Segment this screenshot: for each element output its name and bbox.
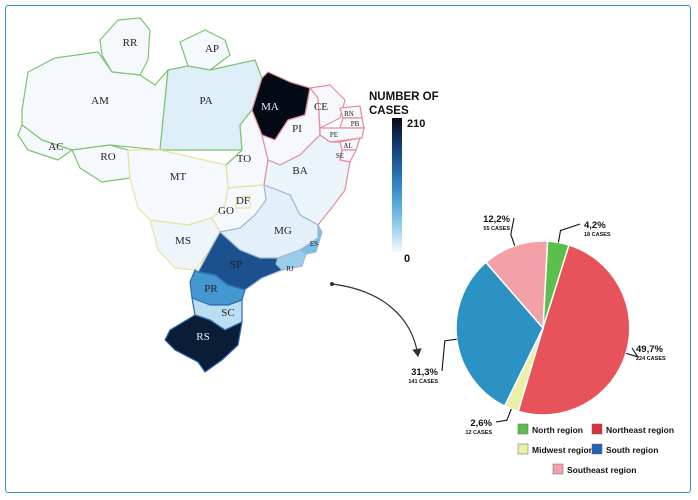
state-df (235, 195, 251, 209)
connector-dot (330, 282, 334, 286)
pie-percent-label: 4,2% (584, 220, 606, 231)
state-labels: RR AP AM PA MA AC RO TO MT PI CE RN PB P… (48, 37, 359, 343)
label-sc: SC (221, 307, 234, 319)
colorbar-title-line1: NUMBER OF (369, 91, 439, 103)
pie-slice-northeast-region (517, 244, 631, 416)
callout-line (557, 223, 581, 243)
label-ac: AC (48, 141, 63, 153)
label-rr: RR (123, 37, 138, 49)
legend-swatch (517, 443, 529, 455)
label-rj: RJ (286, 265, 294, 273)
label-ro: RO (100, 151, 115, 163)
label-pe: PE (330, 131, 338, 139)
figure-frame (5, 5, 691, 493)
pie-cases-label: 224 CASES (636, 356, 666, 362)
callout-line (626, 347, 639, 358)
callout-line (495, 408, 512, 423)
label-se: SE (336, 152, 344, 160)
pie-cases-label: 12 CASES (465, 430, 492, 436)
legend-swatch (591, 443, 603, 455)
callout-line (510, 217, 516, 246)
label-mg: MG (274, 225, 292, 237)
label-to: TO (237, 153, 252, 165)
label-pr: PR (204, 283, 218, 295)
pie-percent-label: 49,7% (636, 344, 663, 355)
legend-label: Northeast region (606, 425, 674, 435)
label-ma: MA (261, 101, 279, 113)
pie-cases-label: 55 CASES (483, 226, 510, 232)
legend-swatch (517, 423, 529, 435)
label-ms: MS (175, 235, 191, 247)
colorbar-min-label: 0 (404, 253, 410, 265)
legend-swatch (591, 423, 603, 435)
legend-label: Midwest region (532, 445, 594, 455)
label-es: ES (310, 240, 318, 248)
label-mt: MT (170, 171, 187, 183)
label-rn: RN (344, 110, 354, 118)
label-pa: PA (199, 95, 212, 107)
pie-chart (455, 240, 631, 416)
label-pi: PI (292, 123, 302, 135)
legend-label: South region (606, 445, 658, 455)
label-rs: RS (196, 331, 209, 343)
label-go: GO (218, 205, 234, 217)
pie-cases-label: 141 CASES (408, 379, 438, 385)
state-rr (99, 17, 151, 76)
pie-percent-label: 31,3% (411, 367, 438, 378)
brazil-map: RR AP AM PA MA AC RO TO MT PI CE RN PB P… (17, 17, 365, 373)
pie-percent-label: 12,2% (483, 214, 510, 225)
pie-slice-southeast-region (484, 240, 549, 330)
pie-cases-label: 18 CASES (584, 232, 611, 238)
connector-arrow (331, 283, 422, 358)
colorbar-title-line2: CASES (369, 105, 409, 117)
legend-label: North region (532, 425, 583, 435)
label-sp: SP (230, 259, 242, 271)
label-ap: AP (205, 43, 219, 55)
label-ce: CE (314, 101, 328, 113)
label-df: DF (236, 195, 250, 207)
callout-line (441, 338, 457, 372)
label-pb: PB (351, 120, 360, 128)
pie-callouts: 4,2%18 CASES 49,7%224 CASES 2,6%12 CASES 31… (408, 214, 666, 436)
pie-percent-label: 2,6% (470, 418, 492, 429)
colorbar-gradient (392, 118, 402, 252)
label-am: AM (91, 95, 109, 107)
label-al: AL (343, 142, 352, 150)
state-mt (127, 149, 229, 226)
legend-swatch (552, 463, 564, 475)
colorbar: NUMBER OF CASES 210 0 (369, 91, 439, 265)
state-ac (17, 124, 73, 161)
legend-label: Southeast region (567, 465, 636, 475)
colorbar-max-label: 210 (407, 118, 425, 130)
state-rs (164, 314, 243, 373)
label-ba: BA (292, 165, 307, 177)
pie-legend: North region Northeast region Midwest regi… (517, 423, 674, 475)
pie-slice-south-region (455, 261, 544, 408)
state-ce (309, 84, 346, 129)
